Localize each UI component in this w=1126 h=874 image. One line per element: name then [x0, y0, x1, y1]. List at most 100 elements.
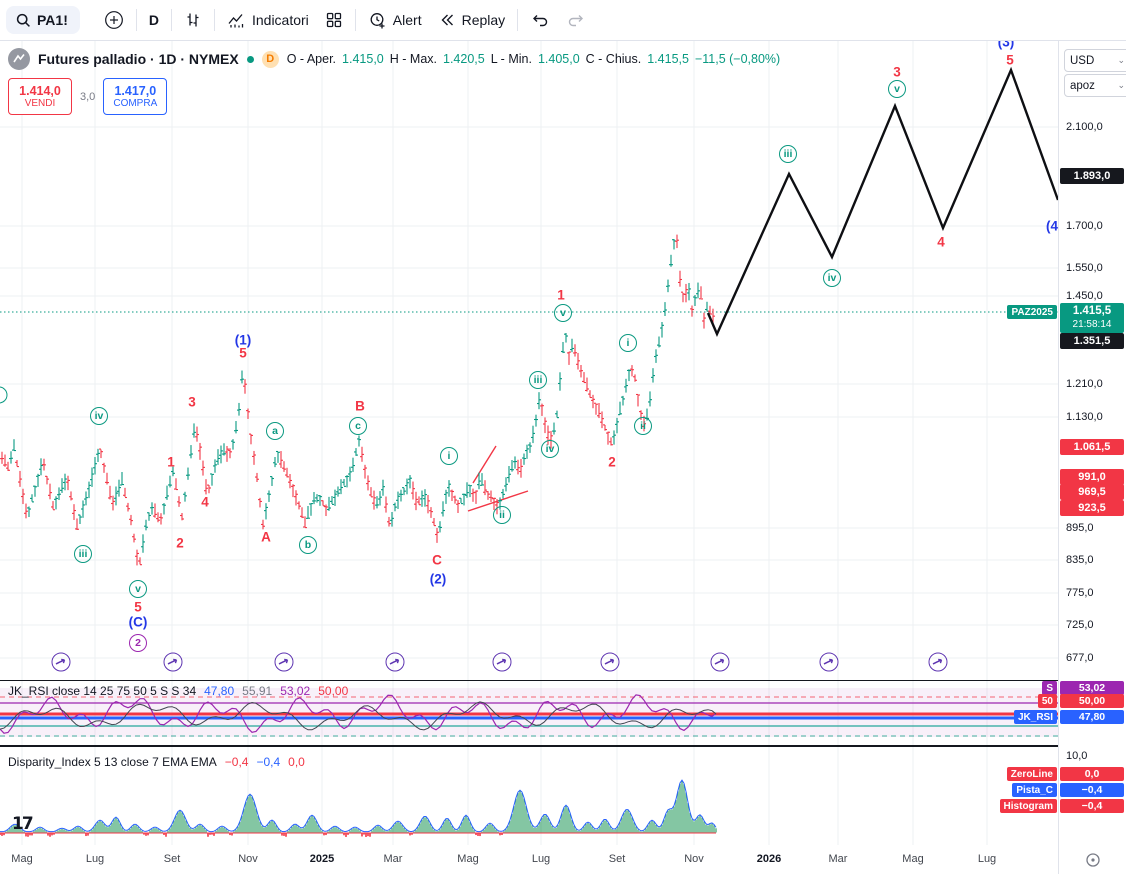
- disparity-pane-title[interactable]: Disparity_Index 5 13 close 7 EMA EMA −0,4…: [8, 755, 305, 769]
- market-status-dot-icon: [246, 55, 254, 63]
- chart-properties-icon[interactable]: [1085, 852, 1101, 868]
- event-arrow-marker[interactable]: [710, 652, 730, 672]
- event-arrow-marker[interactable]: [274, 652, 294, 672]
- indicator-name: JK_RSI close 14 25 75 50 5 S S 34: [8, 684, 197, 698]
- event-arrow-marker[interactable]: [51, 652, 71, 672]
- indicator-name-tag: ZeroLine: [1006, 767, 1057, 781]
- interval-button[interactable]: D: [141, 6, 167, 34]
- last-price: 1.415,5: [1072, 305, 1112, 318]
- currency-value: USD: [1070, 54, 1095, 67]
- time-axis-label: Mag: [902, 853, 924, 865]
- price-tick-label: 835,0: [1066, 554, 1094, 566]
- sell-label: VENDI: [24, 97, 56, 109]
- time-axis-label: Mar: [383, 853, 403, 865]
- arrow-right-icon: [167, 658, 177, 665]
- event-arrow-marker[interactable]: [819, 652, 839, 672]
- time-axis-label: Set: [608, 853, 626, 865]
- arrow-right-icon: [496, 658, 506, 665]
- arrow-right-icon: [714, 658, 724, 665]
- trade-panel: 1.414,0 VENDI 3,0 1.417,0 COMPRA: [8, 78, 168, 115]
- arrow-right-icon: [55, 658, 65, 665]
- chevron-down-icon: ⌄: [1117, 55, 1125, 65]
- symbol-title[interactable]: Futures palladio · 1D · NYMEX: [38, 51, 239, 67]
- toolbar-divider: [354, 9, 356, 31]
- price-tick-label: 725,0: [1066, 619, 1094, 631]
- high-label: H - Max.: [389, 52, 437, 66]
- scale-mode-dropdown[interactable]: apoz ⌄: [1064, 74, 1126, 97]
- rsi-pane-title[interactable]: JK_RSI close 14 25 75 50 5 S S 34 47,80 55…: [8, 684, 348, 698]
- time-axis[interactable]: Mag Lug Set Nov 2025 Mar Mag Lug Set Nov 2026 Mar Ma…: [0, 845, 1058, 874]
- alert-label: Alert: [392, 12, 422, 28]
- indicator-value: 50,00: [318, 684, 349, 698]
- time-axis-label: Lug: [85, 853, 105, 865]
- indicator-value-badge: 47,80: [1060, 710, 1124, 724]
- event-arrow-marker[interactable]: [600, 652, 620, 672]
- alert-button[interactable]: Alert: [360, 6, 430, 34]
- symbol-search[interactable]: PA1!: [6, 6, 80, 34]
- indicator-value: 0,0: [288, 755, 305, 769]
- undo-button[interactable]: [522, 6, 558, 34]
- indicator-value-badge: 50,00: [1060, 694, 1124, 708]
- indicators-icon: [227, 11, 246, 30]
- indicators-button[interactable]: Indicatori: [219, 6, 317, 34]
- tradingview-logo[interactable]: 17: [12, 814, 34, 834]
- price-marker-badge: 991,0: [1060, 469, 1124, 485]
- buy-button[interactable]: 1.417,0 COMPRA: [103, 78, 168, 115]
- change-value: −11,5 (−0,80%): [694, 52, 781, 66]
- time-axis-label: Mag: [457, 853, 479, 865]
- time-axis-label: Mar: [828, 853, 848, 865]
- event-arrow-marker[interactable]: [385, 652, 405, 672]
- arrow-right-icon: [932, 658, 942, 665]
- main-price-pane[interactable]: [0, 40, 1058, 680]
- replay-label: Replay: [461, 12, 506, 28]
- chart-type-button[interactable]: [176, 6, 210, 34]
- indicator-value: 53,02: [280, 684, 311, 698]
- currency-dropdown[interactable]: USD ⌄: [1064, 49, 1126, 72]
- interval-badge[interactable]: D: [261, 50, 279, 68]
- layout-button[interactable]: [317, 6, 351, 34]
- time-axis-label: Lug: [531, 853, 551, 865]
- buy-label: COMPRA: [113, 97, 158, 109]
- low-value: 1.405,0: [537, 52, 580, 66]
- alert-clock-icon: [368, 11, 387, 30]
- toolbar-divider: [213, 9, 215, 31]
- spread-value: 3,0: [80, 90, 96, 103]
- toolbar-divider: [170, 9, 172, 31]
- price-tick-label: 775,0: [1066, 587, 1094, 599]
- event-arrow-marker[interactable]: [163, 652, 183, 672]
- price-marker-badge: 1.893,0: [1060, 168, 1124, 184]
- add-symbol-button[interactable]: [96, 6, 132, 34]
- redo-button[interactable]: [558, 6, 594, 34]
- indicator-value: 55,91: [242, 684, 273, 698]
- toolbar-divider: [517, 9, 519, 31]
- high-value: 1.420,5: [443, 52, 485, 66]
- time-axis-label: 2025: [309, 853, 335, 865]
- bars-style-icon: [184, 11, 202, 29]
- indicator-value-badge: −0,4: [1060, 783, 1124, 797]
- price-tick-label: 1.450,0: [1066, 290, 1103, 302]
- countdown-timer: 21:58:14: [1072, 318, 1112, 330]
- indicator-value: −0,4: [256, 755, 281, 769]
- price-tick-label: 895,0: [1066, 522, 1094, 534]
- scale-mode-value: apoz: [1070, 79, 1095, 92]
- pane-separator[interactable]: [0, 745, 1058, 747]
- sell-button[interactable]: 1.414,0 VENDI: [8, 78, 72, 115]
- time-axis-label: Mag: [11, 853, 33, 865]
- time-axis-label: Nov: [684, 853, 704, 865]
- replay-button[interactable]: Replay: [430, 6, 514, 34]
- event-arrow-marker[interactable]: [928, 652, 948, 672]
- time-axis-label: Set: [163, 853, 181, 865]
- chevron-down-icon: ⌄: [1117, 80, 1125, 90]
- event-arrow-marker[interactable]: [492, 652, 512, 672]
- undo-icon: [530, 11, 550, 29]
- arrow-right-icon: [823, 658, 833, 665]
- disparity-indicator-pane[interactable]: [0, 747, 1058, 845]
- plus-circle-icon: [104, 10, 124, 30]
- indicator-name-tag: JK_RSI: [1013, 710, 1057, 724]
- interval-label: D: [148, 12, 159, 28]
- pane-separator[interactable]: [0, 680, 1058, 681]
- rsi-indicator-pane[interactable]: [0, 681, 1058, 746]
- search-icon: [16, 13, 31, 28]
